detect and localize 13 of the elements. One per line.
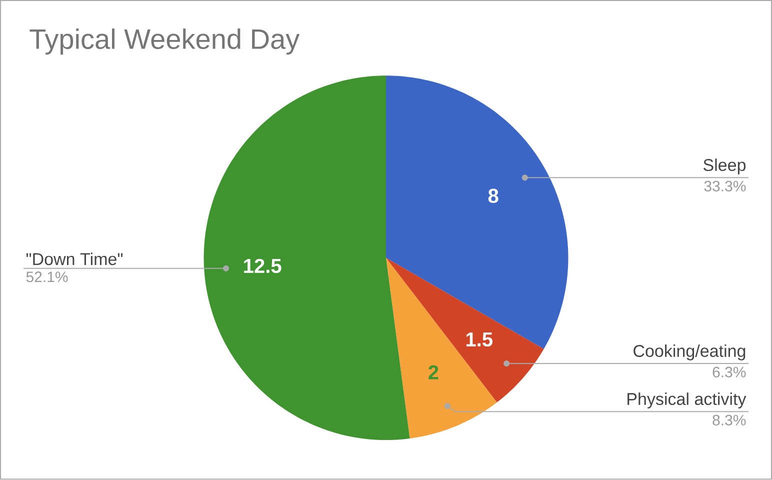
text: 33.3% [704, 181, 746, 192]
chart-title: Typical Weekend Day [30, 28, 300, 55]
text: 52.1% [26, 272, 68, 282]
slice-label: Cooking/eating [634, 344, 746, 361]
data-label: 8 [488, 188, 498, 204]
slice-label: Physical activity [628, 392, 746, 409]
data-label: 12.5 [244, 259, 282, 274]
slice-label: Sleep [704, 158, 746, 175]
text: 6.3% [712, 366, 746, 378]
data-label: 1.5 [466, 332, 492, 347]
text: 8.3% [712, 415, 746, 426]
slice-label: "Down Time" [26, 252, 123, 266]
data-label: 2 [428, 365, 438, 380]
